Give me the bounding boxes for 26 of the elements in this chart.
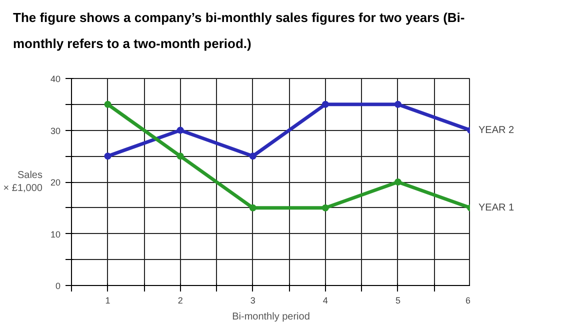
series-label: YEAR 2 <box>478 124 515 136</box>
y-tick-label: 10 <box>50 229 61 240</box>
y-tick-label: 0 <box>55 281 61 291</box>
point <box>394 100 402 108</box>
x-tick-label: 6 <box>465 296 471 306</box>
x-tick-label: 2 <box>178 296 183 306</box>
chart-title: The figure shows a company’s bi-monthly sales figures for two years (Bi-monthly refers to a two-month period.) <box>12 9 466 53</box>
y-tick-label: 20 <box>50 178 61 188</box>
y-tick-label: 40 <box>50 74 61 84</box>
x-tick-label: 5 <box>395 296 400 306</box>
x-tick-label: 3 <box>250 296 256 306</box>
point <box>249 152 256 160</box>
point <box>394 178 402 186</box>
x-tick-label: 4 <box>322 296 328 306</box>
point <box>249 204 256 212</box>
x-axis-title: Bi-monthly period <box>232 312 310 322</box>
point <box>176 126 184 134</box>
y-tick-label: 30 <box>50 126 61 136</box>
point <box>104 100 112 108</box>
point <box>104 152 112 160</box>
series-label: YEAR 1 <box>478 202 515 214</box>
y-axis-title: Sales × £1,000 <box>3 170 43 194</box>
point <box>322 100 329 108</box>
point <box>176 152 184 160</box>
x-tick-label: 1 <box>105 296 110 306</box>
point <box>322 204 329 212</box>
